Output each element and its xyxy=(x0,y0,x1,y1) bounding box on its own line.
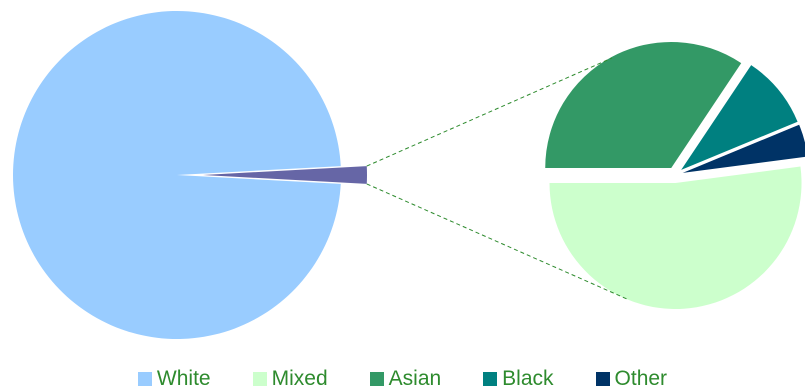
secondary-slice-asian xyxy=(545,41,742,168)
legend-item-mixed: Mixed xyxy=(252,367,328,390)
legend-item-other: Other xyxy=(595,367,668,390)
secondary-slice-black xyxy=(681,65,798,170)
legend-swatch-other xyxy=(595,372,610,386)
legend: White Mixed Asian Black Other xyxy=(0,368,805,390)
pie-slice-white xyxy=(12,10,341,339)
legend-swatch-black xyxy=(483,372,498,386)
legend-label-other: Other xyxy=(614,367,668,390)
legend-label-asian: Asian xyxy=(388,367,442,390)
pie-slice-other-groups xyxy=(203,166,368,184)
chart-area xyxy=(12,10,805,339)
connector-line-bottom xyxy=(366,183,628,300)
legend-item-asian: Asian xyxy=(369,367,442,390)
legend-swatch-mixed xyxy=(252,372,267,386)
legend-swatch-asian xyxy=(369,372,384,386)
legend-item-black: Black xyxy=(483,367,554,390)
legend-swatch-white xyxy=(137,372,152,386)
legend-label-white: White xyxy=(156,367,211,390)
secondary-slice-other xyxy=(682,124,805,173)
legend-item-white: White xyxy=(137,367,211,390)
pie-of-pie-chart xyxy=(12,10,805,339)
connector-line-top xyxy=(366,57,613,167)
legend-label-black: Black xyxy=(502,367,554,390)
legend-label-mixed: Mixed xyxy=(271,367,328,390)
secondary-slice-mixed xyxy=(549,166,802,309)
